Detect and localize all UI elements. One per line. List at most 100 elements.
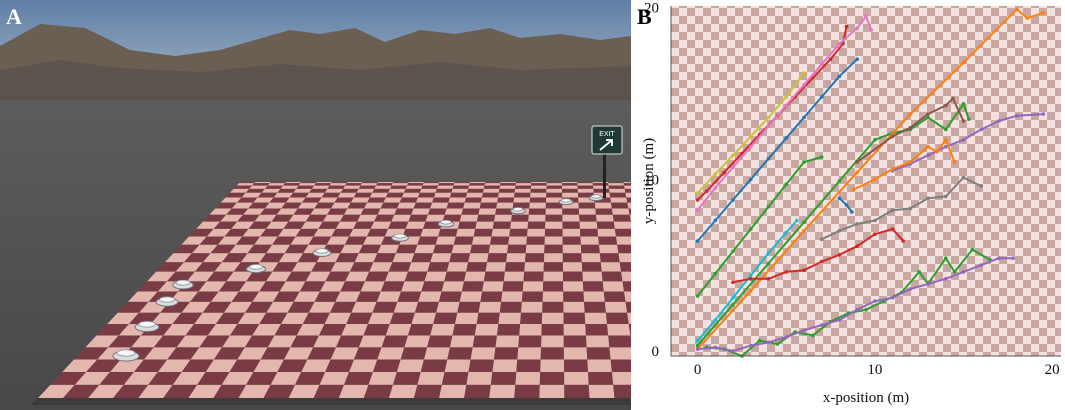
trajectory-line-5 bbox=[696, 156, 822, 297]
trajectory-point bbox=[873, 177, 877, 182]
tick-group: 0 10 20 0 10 20 bbox=[644, 1, 1060, 378]
robot bbox=[588, 194, 604, 202]
trajectory-point bbox=[802, 268, 806, 273]
trajectory-point bbox=[1041, 112, 1046, 116]
trajectory-point bbox=[837, 318, 842, 322]
trajectory-point bbox=[961, 119, 966, 123]
trajectory-point bbox=[890, 134, 895, 139]
trajectory-point bbox=[844, 24, 849, 29]
trajectory-point bbox=[766, 277, 771, 281]
trajectory-point bbox=[695, 191, 700, 195]
robot bbox=[510, 207, 526, 215]
trajectory-point bbox=[961, 60, 966, 65]
x-tick-label: 10 bbox=[867, 362, 882, 378]
trajectory-point bbox=[695, 347, 700, 351]
trajectory-point bbox=[979, 184, 983, 188]
trajectory-point bbox=[740, 151, 744, 156]
trajectory-point bbox=[837, 74, 842, 79]
trajectory-point bbox=[855, 160, 859, 164]
trajectory-point bbox=[864, 307, 868, 312]
trajectory-point bbox=[951, 96, 955, 101]
trajectory-point bbox=[713, 318, 718, 322]
trajectory-point bbox=[908, 126, 913, 130]
trajectory-line-7 bbox=[696, 102, 970, 347]
trajectory-point bbox=[873, 138, 877, 142]
trajectory-point bbox=[695, 208, 700, 212]
trajectory-point bbox=[961, 138, 966, 142]
trajectory-line-3 bbox=[696, 15, 873, 211]
trajectory-point bbox=[802, 71, 806, 75]
trajectory-point bbox=[749, 134, 753, 139]
trajectory-point bbox=[695, 294, 700, 298]
trajectory-point bbox=[944, 194, 948, 199]
trajectory-point bbox=[766, 261, 771, 266]
trajectory-point bbox=[749, 177, 753, 182]
trajectory-point bbox=[766, 251, 771, 255]
trajectory-point bbox=[766, 340, 771, 345]
trajectory-point bbox=[811, 333, 815, 338]
trajectory-point bbox=[722, 170, 726, 175]
trajectory-point bbox=[784, 103, 788, 108]
series-group bbox=[695, 7, 1046, 358]
trajectory-point bbox=[855, 170, 859, 175]
panel-b-trajectory-chart: 0 10 20 0 10 20 x-position (m) y-position (m)… bbox=[631, 0, 1065, 410]
trajectory-point bbox=[713, 172, 718, 176]
trajectory-point bbox=[713, 345, 718, 350]
trajectory-point bbox=[731, 153, 735, 158]
trajectory-point bbox=[979, 263, 983, 267]
plot-background bbox=[671, 6, 1061, 356]
trajectory-point bbox=[704, 189, 709, 194]
trajectory-point bbox=[926, 282, 930, 286]
trajectory-point bbox=[890, 295, 895, 300]
trajectory-line-12 bbox=[821, 176, 982, 241]
robot bbox=[312, 248, 332, 257]
trajectory-point bbox=[784, 182, 788, 187]
arrow-up-right-icon bbox=[599, 139, 613, 151]
robot bbox=[172, 279, 194, 290]
trajectory-plot: 0 10 20 0 10 20 x-position (m) y-position (m) bbox=[641, 1, 1061, 406]
trajectory-point bbox=[1014, 114, 1019, 118]
y-axis-title: y-position (m) bbox=[641, 138, 657, 224]
trajectory-point bbox=[855, 244, 859, 248]
trajectory-point bbox=[731, 165, 735, 170]
trajectory-point bbox=[695, 198, 700, 202]
trajectory-point bbox=[944, 256, 948, 261]
trajectory-point bbox=[749, 227, 753, 231]
trajectory-point bbox=[855, 57, 859, 61]
trajectory-point bbox=[837, 41, 842, 46]
x-axis-title: x-position (m) bbox=[823, 390, 909, 406]
panel-a-3d-scene: EXIT A bbox=[0, 0, 631, 410]
trajectory-point bbox=[766, 156, 771, 161]
trajectory-point bbox=[926, 115, 930, 120]
trajectory-point bbox=[731, 198, 735, 202]
checkerboard-floor bbox=[38, 182, 631, 398]
trajectory-point bbox=[944, 277, 948, 281]
trajectory-point bbox=[873, 232, 877, 236]
trajectory-point bbox=[1041, 11, 1046, 15]
trajectory-point bbox=[864, 14, 868, 19]
trajectory-point bbox=[731, 302, 735, 307]
trajectory-point bbox=[970, 247, 975, 252]
trajectory-point bbox=[731, 349, 735, 353]
trajectory-line-11 bbox=[853, 138, 956, 191]
robot bbox=[134, 320, 160, 333]
scene-illustration: EXIT bbox=[0, 0, 631, 410]
trajectory-point bbox=[873, 299, 877, 303]
trajectory-point bbox=[917, 270, 921, 274]
trajectory-point bbox=[944, 127, 948, 132]
trajectory-point bbox=[961, 270, 966, 274]
trajectory-point bbox=[795, 218, 799, 223]
trajectory-point bbox=[850, 210, 854, 214]
trajectory-point bbox=[828, 57, 833, 61]
trajectory-point bbox=[766, 115, 771, 120]
trajectory-point bbox=[908, 206, 913, 211]
trajectory-point bbox=[749, 144, 753, 149]
trajectory-point bbox=[819, 62, 824, 67]
trajectory-point bbox=[819, 259, 824, 264]
y-tick-label: 0 bbox=[652, 344, 660, 360]
trajectory-point bbox=[1011, 256, 1015, 261]
trajectory-point bbox=[855, 307, 859, 312]
trajectory-point bbox=[731, 280, 735, 285]
trajectory-point bbox=[1025, 16, 1030, 20]
trajectory-point bbox=[944, 144, 948, 149]
